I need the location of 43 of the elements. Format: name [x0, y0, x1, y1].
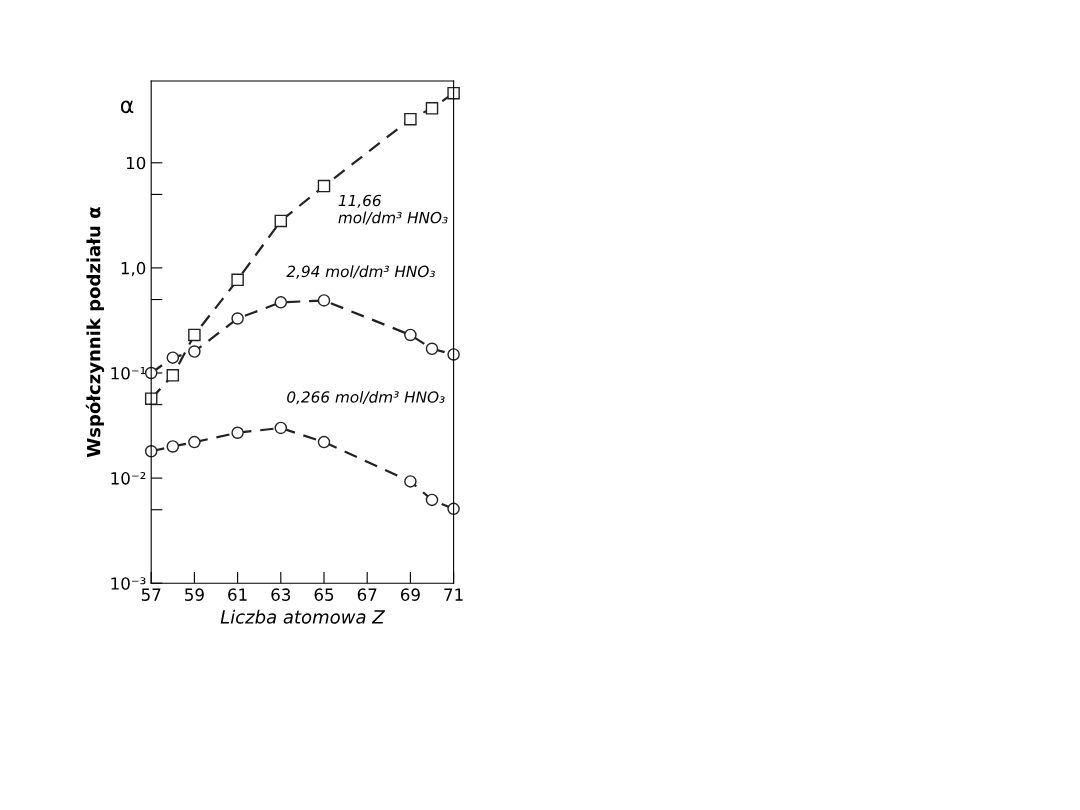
x-tick-label: 61	[228, 588, 247, 601]
x-tick-label: 65	[314, 588, 334, 601]
y-tick-label: 10⁻¹	[111, 366, 146, 380]
x-axis-title: Liczba atomowa Z	[220, 609, 385, 624]
series-label: 0,266 mol/dm³ HNO₃	[287, 390, 445, 405]
y-tick-label: 1,0	[121, 261, 146, 277]
point	[317, 179, 331, 193]
point	[231, 312, 244, 325]
point	[274, 214, 288, 228]
y-tick-label: 10	[126, 156, 146, 170]
point	[231, 273, 244, 287]
point	[317, 294, 331, 307]
point	[425, 102, 439, 115]
point	[404, 328, 417, 342]
x-tick-label: 67	[357, 588, 377, 601]
point	[166, 351, 180, 364]
point	[447, 86, 460, 100]
point	[166, 369, 180, 382]
point	[188, 345, 201, 358]
y-tick-label: 10⁻³	[111, 577, 146, 590]
series-label: 2,94 mol/dm³ HNO₃	[286, 265, 435, 279]
point	[404, 112, 417, 126]
point	[188, 328, 201, 342]
point	[231, 426, 244, 440]
point	[404, 475, 417, 488]
x-tick-label: 63	[271, 588, 291, 601]
x-tick-label: 71	[444, 588, 463, 601]
y-tick-label: 10⁻²	[111, 472, 146, 485]
point	[274, 296, 288, 309]
point	[274, 421, 288, 435]
x-tick-label: 69	[400, 588, 420, 601]
x-tick-label: 57	[141, 588, 161, 601]
point	[166, 440, 180, 453]
x-tick-label: 59	[185, 588, 204, 601]
text: α	[120, 100, 134, 114]
point	[144, 392, 158, 405]
point	[188, 435, 201, 449]
y-axis-title: Współczynnik podziału α	[85, 207, 105, 458]
point	[317, 435, 331, 449]
point	[425, 493, 439, 507]
series-label: 11,66 mol/dm³ HNO₃	[338, 194, 448, 225]
point	[425, 342, 439, 356]
point	[447, 502, 460, 516]
